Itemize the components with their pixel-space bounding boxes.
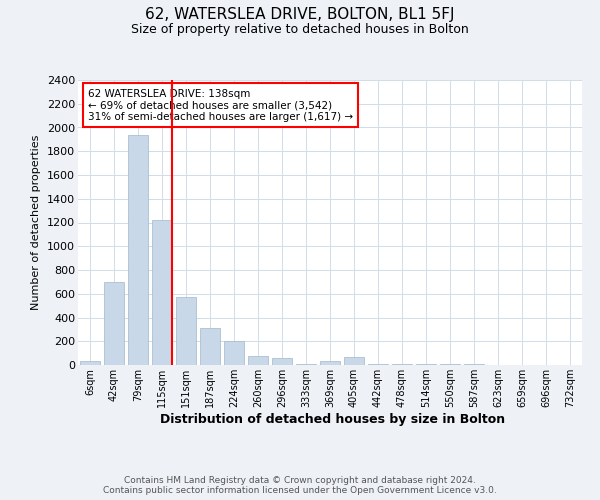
Text: Distribution of detached houses by size in Bolton: Distribution of detached houses by size …	[160, 412, 506, 426]
Text: 62, WATERSLEA DRIVE, BOLTON, BL1 5FJ: 62, WATERSLEA DRIVE, BOLTON, BL1 5FJ	[145, 8, 455, 22]
Bar	[200, 328, 220, 365]
Bar	[80, 362, 100, 365]
Bar	[296, 364, 316, 365]
Text: Contains HM Land Registry data © Crown copyright and database right 2024.
Contai: Contains HM Land Registry data © Crown c…	[103, 476, 497, 495]
Text: 62 WATERSLEA DRIVE: 138sqm
← 69% of detached houses are smaller (3,542)
31% of s: 62 WATERSLEA DRIVE: 138sqm ← 69% of deta…	[88, 88, 353, 122]
Bar	[416, 364, 436, 365]
Text: Size of property relative to detached houses in Bolton: Size of property relative to detached ho…	[131, 22, 469, 36]
Bar	[224, 341, 244, 365]
Bar	[368, 364, 388, 365]
Bar	[440, 364, 460, 365]
Bar	[392, 364, 412, 365]
Bar	[176, 298, 196, 365]
Bar	[128, 134, 148, 365]
Bar	[272, 358, 292, 365]
Bar	[104, 282, 124, 365]
Bar	[464, 364, 484, 365]
Bar	[152, 220, 172, 365]
Y-axis label: Number of detached properties: Number of detached properties	[31, 135, 41, 310]
Bar	[248, 356, 268, 365]
Bar	[344, 356, 364, 365]
Bar	[320, 362, 340, 365]
